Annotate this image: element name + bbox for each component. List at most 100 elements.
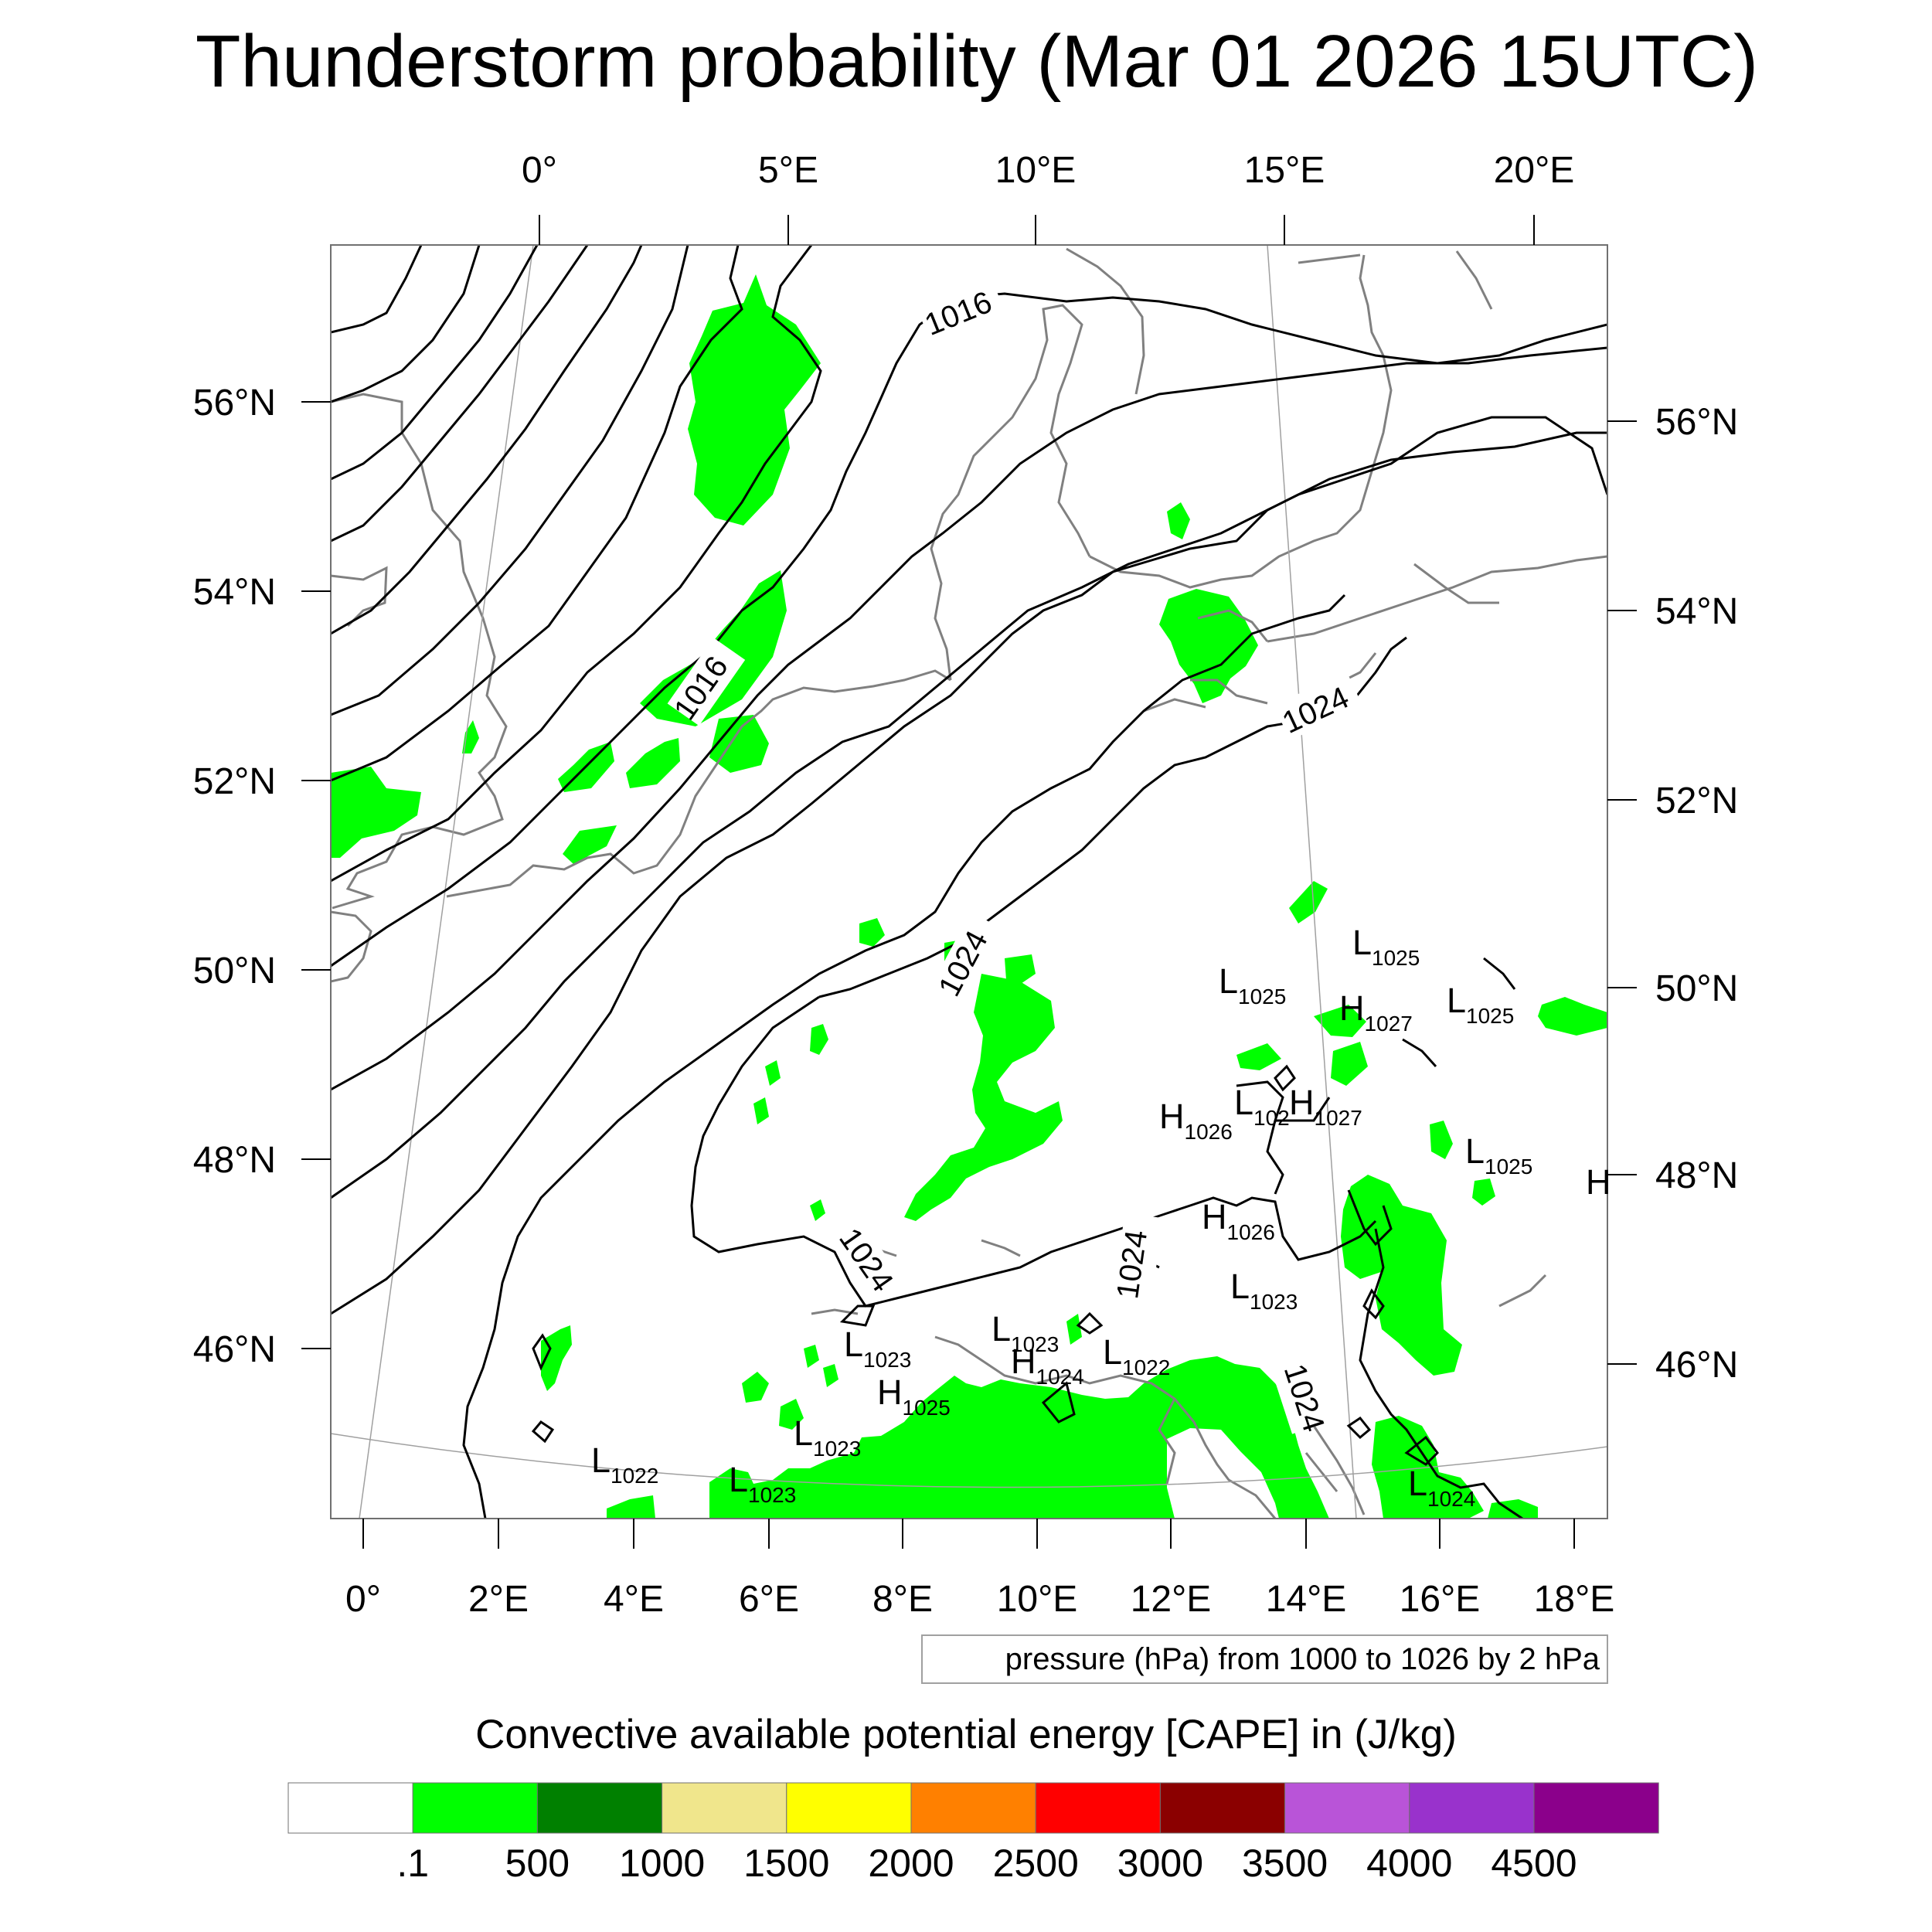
isobar-line xyxy=(1076,1311,1104,1335)
colorbar-label: 2000 xyxy=(868,1842,954,1885)
isobar-line xyxy=(1483,957,1516,990)
cape-region xyxy=(1314,1005,1366,1037)
top-lon-label: 20°E xyxy=(1494,150,1575,191)
cape-region xyxy=(541,1325,572,1391)
isobar-line xyxy=(331,416,1607,1315)
pressure-center-type: L xyxy=(1219,961,1238,1001)
pressure-center-value: 1027 xyxy=(1315,1106,1362,1130)
isobar-line xyxy=(1347,1189,1393,1247)
pressure-center-type: H xyxy=(1011,1342,1036,1381)
colorbar-label: 3000 xyxy=(1117,1842,1203,1885)
coastline-segment xyxy=(981,1239,1021,1257)
cape-region xyxy=(563,825,617,864)
pressure-center-value: 1023 xyxy=(863,1348,911,1372)
pressure-center-low: L1025 xyxy=(1465,1131,1532,1179)
colorbar-boxes xyxy=(287,1782,1659,1834)
coastline-segment xyxy=(1455,250,1493,310)
bottom-lon-label: 4°E xyxy=(604,1579,664,1620)
pressure-center-value: 1025 xyxy=(1372,946,1420,970)
coastline-segment xyxy=(446,669,951,898)
isobars xyxy=(331,245,1607,1519)
top-lon-label: 10°E xyxy=(995,150,1077,191)
cape-region xyxy=(779,1399,804,1430)
isobar-line xyxy=(531,1420,555,1444)
pressure-center-low: L1022 xyxy=(1103,1332,1170,1379)
pressure-center-value: 1023 xyxy=(813,1437,861,1461)
pressure-center-value: 1022 xyxy=(1122,1355,1170,1379)
isobar-line xyxy=(1362,1288,1385,1320)
pressure-center-low: L1023 xyxy=(844,1325,911,1372)
bottom-lon-label: 8°E xyxy=(872,1579,933,1620)
pressure-center-low: L1025 xyxy=(1219,961,1286,1009)
isobar-line xyxy=(331,431,1607,1199)
pressure-center-value: 1025 xyxy=(903,1396,951,1420)
meridian-15e xyxy=(1267,245,1357,1519)
right-lat-label: 56°N xyxy=(1655,402,1738,443)
isobar-line xyxy=(1359,1228,1523,1519)
pressure-center-value: 1024 xyxy=(1427,1487,1475,1511)
bottom-lon-label: 6°E xyxy=(739,1579,799,1620)
pressure-center-type: L xyxy=(1230,1267,1250,1306)
pressure-center-type: H xyxy=(1586,1162,1611,1202)
cape-region xyxy=(1167,502,1190,539)
isobar-label-bg xyxy=(821,1209,900,1298)
pressure-center-type: H xyxy=(1159,1097,1185,1136)
coastline-segment xyxy=(331,566,388,628)
left-lat-label: 56°N xyxy=(193,383,276,423)
right-lat-label: 50°N xyxy=(1655,968,1738,1009)
left-lat-label: 54°N xyxy=(193,572,276,613)
right-lat-label: 54°N xyxy=(1655,591,1738,632)
cape-region xyxy=(765,1060,781,1086)
bottom-lon-label: 16°E xyxy=(1400,1579,1481,1620)
pressure-center-type: H xyxy=(1289,1083,1315,1122)
cape-region xyxy=(626,738,680,788)
coastline-segment xyxy=(930,304,1091,681)
cape-region xyxy=(904,974,1063,1221)
pressure-center-value: 1026 xyxy=(1185,1120,1233,1144)
coastline-segment xyxy=(1498,1274,1547,1308)
cape-region xyxy=(1066,1314,1082,1345)
isobar-line xyxy=(839,1304,876,1327)
isobar-line xyxy=(331,245,643,635)
colorbar-title: Convective available potential energy [C… xyxy=(475,1712,1457,1757)
cape-region xyxy=(1376,1206,1462,1376)
pressure-center-value: 1026 xyxy=(1227,1220,1275,1244)
coastline-segment xyxy=(1298,253,1361,264)
pressure-center-high: H1027 xyxy=(1289,1083,1362,1130)
pressure-center-type: L xyxy=(1447,981,1466,1020)
left-lat-label: 52°N xyxy=(193,761,276,802)
pressure-center-low: L1023 xyxy=(1230,1267,1298,1314)
isobar-label-bg xyxy=(667,638,746,726)
bottom-lon-label: 18°E xyxy=(1534,1579,1615,1620)
colorbar-swatch xyxy=(1533,1782,1659,1834)
pressure-center-high: H1026 xyxy=(1159,1097,1233,1144)
cape-region xyxy=(688,274,821,526)
cape-region xyxy=(1289,881,1328,923)
bottom-lon-label: 12°E xyxy=(1131,1579,1212,1620)
isobar-line xyxy=(532,1333,552,1371)
coastline-segment xyxy=(1413,563,1499,604)
cape-region xyxy=(1236,1043,1281,1070)
coastline-segment xyxy=(1066,247,1145,395)
colorbar-label: 500 xyxy=(505,1842,570,1885)
pressure-center-high: H xyxy=(1586,1162,1611,1202)
cape-region xyxy=(859,918,885,947)
bottom-lon-label: 0° xyxy=(345,1579,381,1620)
pressure-center-type: L xyxy=(794,1413,813,1453)
pressure-center-low: L1023 xyxy=(992,1309,1059,1356)
pressure-center-type: L xyxy=(1234,1083,1253,1122)
pressure-center-high: H1026 xyxy=(1202,1197,1275,1244)
cape-region xyxy=(1159,589,1258,703)
parallel-45n xyxy=(331,1433,1607,1488)
cape-region xyxy=(1331,1042,1368,1086)
pressure-center-value: 1024 xyxy=(1036,1365,1084,1389)
isobar-label-bg xyxy=(916,276,1005,343)
isobar-line xyxy=(1404,1435,1439,1466)
pressure-center-low: L1025 xyxy=(1352,923,1420,970)
isobar-line xyxy=(1041,1381,1076,1423)
pressure-center-low: L1022 xyxy=(591,1440,658,1488)
left-lat-label: 46°N xyxy=(193,1329,276,1370)
coastline-segment xyxy=(1304,1452,1338,1492)
coastline-segment xyxy=(934,1335,1277,1519)
colorbar-swatch xyxy=(1284,1782,1410,1834)
